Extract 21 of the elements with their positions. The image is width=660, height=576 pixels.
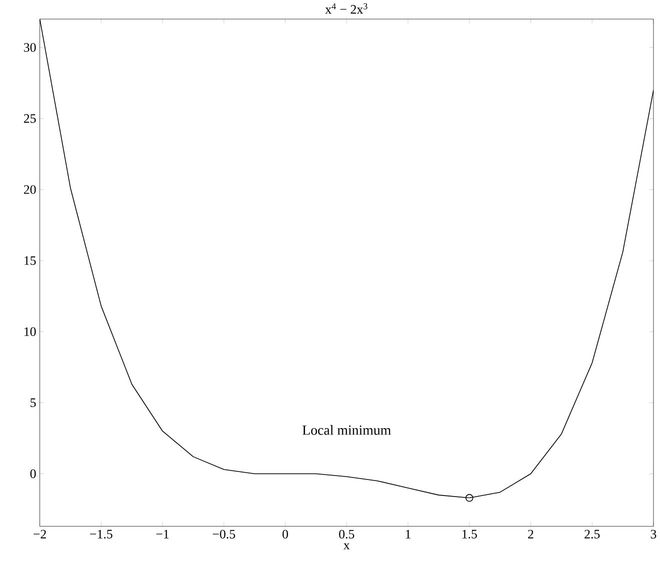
- x-tick-label: 2.5: [584, 530, 600, 539]
- x-tick-label: −1: [156, 530, 169, 538]
- x-tick-label: 1.5: [462, 530, 477, 538]
- y-tick-label: 20: [24, 185, 36, 194]
- x-tick-label: 1: [406, 530, 410, 538]
- x-tick-label: 2: [528, 530, 534, 538]
- y-tick-label: 10: [24, 327, 36, 336]
- y-tick-label: 0: [30, 469, 36, 478]
- y-tick-label: 5: [30, 398, 36, 407]
- y-tick-label: 30: [24, 43, 36, 52]
- x-tick-label: 3: [650, 530, 656, 538]
- x-tick-label: 0.5: [339, 530, 354, 539]
- x-tick-label: 0: [282, 530, 288, 538]
- y-tick-label: 25: [24, 114, 36, 123]
- y-tick-label: 15: [24, 256, 36, 265]
- x-tick-label: −1.5: [90, 530, 112, 538]
- chart-title: x$^{4}$ − 2x$^{3}$: [325, 3, 368, 14]
- x-axis-title: x: [344, 543, 350, 550]
- x-tick-label: −2: [34, 530, 46, 538]
- annotation: Local minimum: [302, 425, 391, 435]
- x-tick-label: −0.5: [212, 530, 236, 539]
